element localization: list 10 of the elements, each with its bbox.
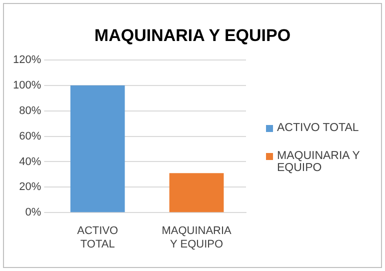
y-tick-label: 100% bbox=[12, 79, 42, 92]
legend-label: MAQUINARIA Y EQUIPO bbox=[277, 150, 361, 174]
legend-label: ACTIVO TOTAL bbox=[277, 122, 359, 134]
y-tick-label: 120% bbox=[12, 54, 42, 66]
chart-title: MAQUINARIA Y EQUIPO bbox=[93, 26, 292, 46]
y-tick-label: 40% bbox=[19, 156, 42, 168]
y-tick-label: 60% bbox=[19, 130, 42, 142]
y-tick-label: 80% bbox=[19, 104, 42, 117]
y-tick-label: 20% bbox=[19, 181, 42, 194]
y-tick-label: 0% bbox=[25, 206, 42, 219]
